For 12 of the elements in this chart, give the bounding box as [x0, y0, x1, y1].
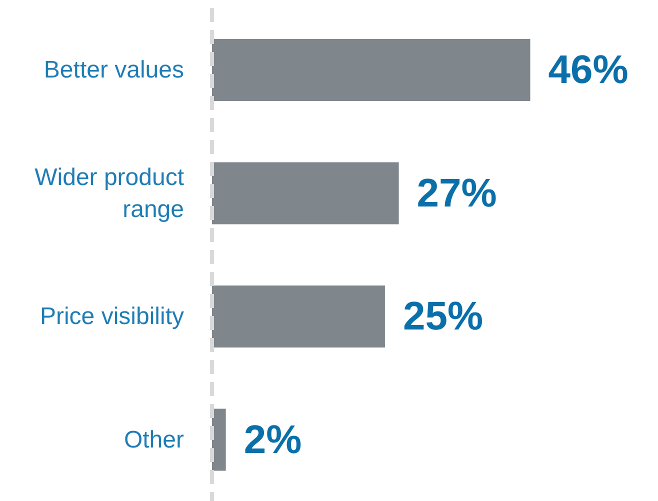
- y-tick-label: Wider product range: [34, 163, 184, 222]
- bar: [212, 162, 399, 224]
- y-tick-label: Other: [124, 426, 184, 453]
- bar: [212, 286, 385, 348]
- data-label: 2%: [244, 418, 302, 462]
- bar: [212, 408, 226, 471]
- data-label: 27%: [416, 171, 497, 216]
- y-tick-label: Price visibility: [40, 302, 184, 330]
- bar: [212, 39, 530, 101]
- y-tick-label: Better values: [44, 56, 184, 84]
- data-label: 46%: [548, 48, 628, 92]
- data-label: 25%: [402, 294, 484, 338]
